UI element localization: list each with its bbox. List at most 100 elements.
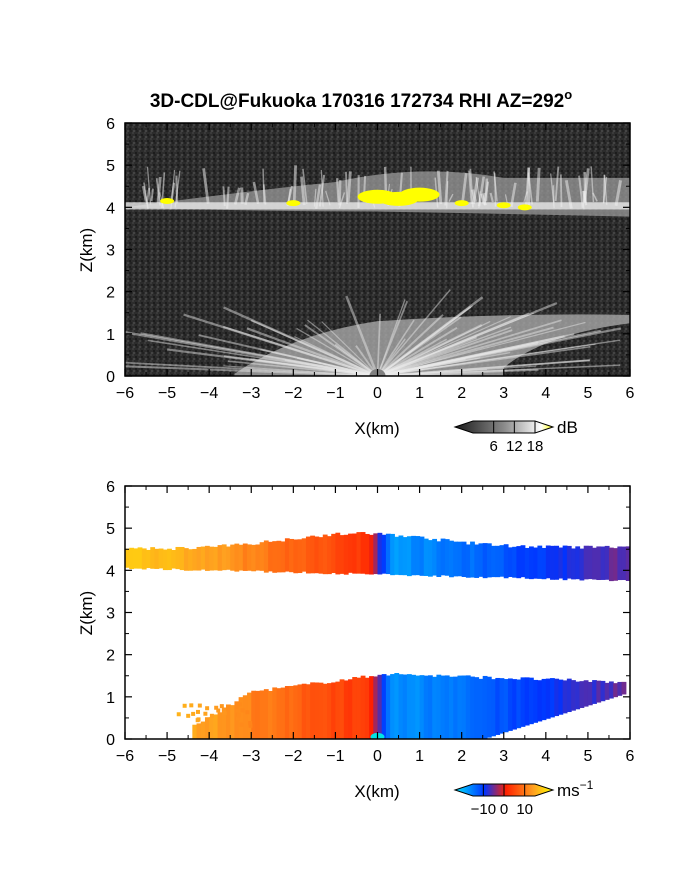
- x-tick-label: −3: [242, 385, 260, 402]
- velocity-cell: [406, 674, 412, 739]
- velocity-cell: [377, 674, 383, 739]
- velocity-cell: [579, 681, 585, 708]
- velocity-cell: [235, 716, 240, 721]
- y-tick-label: 6: [106, 479, 115, 496]
- lower-fan-streak: [377, 312, 529, 376]
- upper-cloud-streak: [325, 190, 331, 206]
- upper-cloud-streak: [292, 165, 297, 202]
- x-tick-label: −2: [284, 748, 302, 765]
- velocity-cell: [406, 536, 412, 577]
- velocity-cell: [512, 679, 517, 730]
- velocity-cell: [348, 533, 353, 573]
- velocity-cell: [192, 548, 198, 571]
- upper-cloud-streak: [564, 179, 573, 209]
- velocity-cell: [499, 678, 505, 734]
- velocity-cell: [247, 544, 252, 571]
- lower-fan-streak: [284, 359, 378, 376]
- velocity-cell: [204, 545, 210, 571]
- y-tick-label: 0: [106, 369, 115, 386]
- upper-cloud-streak: [448, 193, 454, 202]
- upper-cloud-streak: [313, 188, 317, 207]
- velocity-cell: [171, 550, 177, 569]
- velocity-cell: [360, 675, 366, 739]
- y-tick-label: 2: [106, 648, 115, 665]
- strong-echo: [399, 187, 440, 202]
- velocity-cell: [213, 714, 219, 739]
- upper-cloud-streak: [510, 182, 517, 207]
- velocity-cell: [613, 548, 618, 581]
- velocity-cell: [583, 545, 589, 580]
- velocity-cell: [398, 535, 404, 576]
- velocity-cell: [545, 545, 551, 579]
- velocity-cell: [608, 681, 614, 699]
- velocity-cell: [289, 538, 294, 573]
- upper-cloud-streak: [226, 186, 230, 209]
- velocity-cell: [183, 548, 189, 571]
- upper-cloud-streak: [143, 182, 149, 210]
- velocity-cell: [461, 675, 467, 739]
- lower-fan-streak: [297, 357, 378, 376]
- velocity-cell: [137, 547, 143, 569]
- lower-fan-streak: [250, 319, 378, 376]
- lower-fan-streak: [304, 324, 379, 376]
- x-tick-label: 1: [415, 748, 424, 765]
- velocity-cell: [516, 679, 522, 729]
- lower-fan-streak: [125, 361, 378, 376]
- velocity-cell: [428, 540, 433, 577]
- x-tick-label: −6: [116, 748, 134, 765]
- y-tick-label: 0: [106, 732, 115, 749]
- lower-fan-streak: [246, 327, 378, 376]
- lower-fan-streak: [321, 321, 378, 376]
- upper-cloud-streak: [300, 176, 306, 206]
- velocity-cell: [162, 549, 168, 571]
- velocity-cell: [524, 547, 530, 579]
- velocity-cell: [125, 548, 130, 568]
- velocity-cell: [470, 541, 475, 578]
- strong-echo: [286, 200, 301, 207]
- velocity-cell: [322, 683, 328, 739]
- velocity-cell: [385, 675, 391, 739]
- lower-fan-streak: [223, 365, 378, 376]
- velocity-cell: [327, 683, 332, 739]
- velocity-cell: [554, 678, 560, 717]
- lower-fan-streak: [377, 327, 621, 376]
- velocity-cell: [587, 681, 593, 706]
- upper-cloud-streak: [460, 173, 468, 205]
- x-tick-label: 0: [373, 385, 382, 402]
- velocity-cell: [343, 680, 349, 739]
- colorbar-unit: dB: [557, 418, 578, 437]
- velocity-cell: [251, 544, 257, 572]
- lower-fan-streak: [377, 359, 590, 376]
- lower-fan-streak: [377, 351, 511, 376]
- velocity-cell: [310, 682, 315, 739]
- y-tick-label: 6: [106, 116, 115, 133]
- y-tick-label: 5: [106, 158, 115, 175]
- velocity-cell: [575, 681, 581, 710]
- velocity-cell: [373, 533, 379, 575]
- upper-cloud-streak: [554, 166, 560, 202]
- lower-fan-streak: [377, 301, 558, 376]
- lower-fan-streak: [223, 325, 378, 376]
- velocity-cell: [604, 682, 610, 700]
- velocity-cell: [331, 533, 337, 574]
- velocity-cell: [327, 536, 332, 575]
- x-axis-label: X(km): [354, 419, 399, 438]
- upper-cloud-streak: [582, 190, 585, 210]
- velocity-cell: [245, 710, 250, 715]
- velocity-cell: [423, 538, 429, 576]
- upper-cloud-streak: [338, 180, 342, 206]
- velocity-cell: [196, 546, 202, 571]
- upper-cloud-streak: [202, 168, 210, 204]
- velocity-cell: [486, 543, 492, 578]
- lower-fan-streak: [377, 341, 539, 376]
- lower-fan-streak: [377, 359, 591, 376]
- velocity-cell: [587, 545, 593, 580]
- velocity-cell: [222, 711, 227, 716]
- lower-aerosol-layer: [234, 314, 630, 376]
- lower-fan-streak: [125, 365, 378, 376]
- velocity-cell: [289, 685, 294, 739]
- velocity-cell: [444, 675, 450, 739]
- lower-fan-streak: [377, 329, 513, 376]
